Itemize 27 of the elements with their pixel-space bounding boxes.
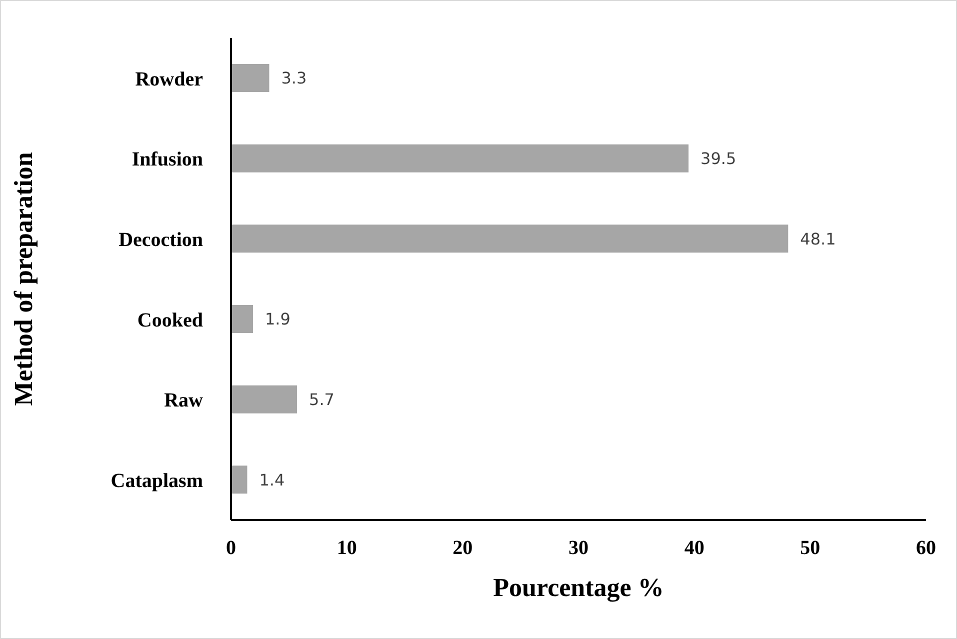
x-tick-label: 30 [568,537,588,560]
data-label: 5.7 [309,390,334,410]
bar [231,64,270,92]
bar [231,305,254,333]
x-tick-label: 0 [226,537,236,560]
x-tick-label: 10 [336,537,357,560]
data-label: 48.1 [800,229,836,248]
bar [231,466,248,494]
y-axis-title: Method of preparation [9,152,38,406]
data-label: 39.5 [700,149,736,168]
x-tick-label: 60 [916,537,936,560]
bar [231,385,298,414]
y-tick-label: Rowder [135,68,204,90]
data-label: 3.3 [281,68,307,88]
y-tick-label: Cooked [137,309,203,332]
x-axis-title: Pourcentage % [493,573,664,602]
x-tick-label: 20 [452,537,473,560]
y-tick-label: Cataplasm [110,470,204,492]
x-tick-label: 40 [684,537,704,560]
bar [231,224,788,253]
y-tick-label: Raw [164,390,204,412]
data-label: 1.4 [259,470,285,490]
y-tick-label: Decoction [118,228,203,251]
x-tick-label: 50 [800,537,820,560]
bar [231,144,689,172]
data-label: 1.9 [265,310,290,329]
y-tick-label: Infusion [132,148,203,171]
